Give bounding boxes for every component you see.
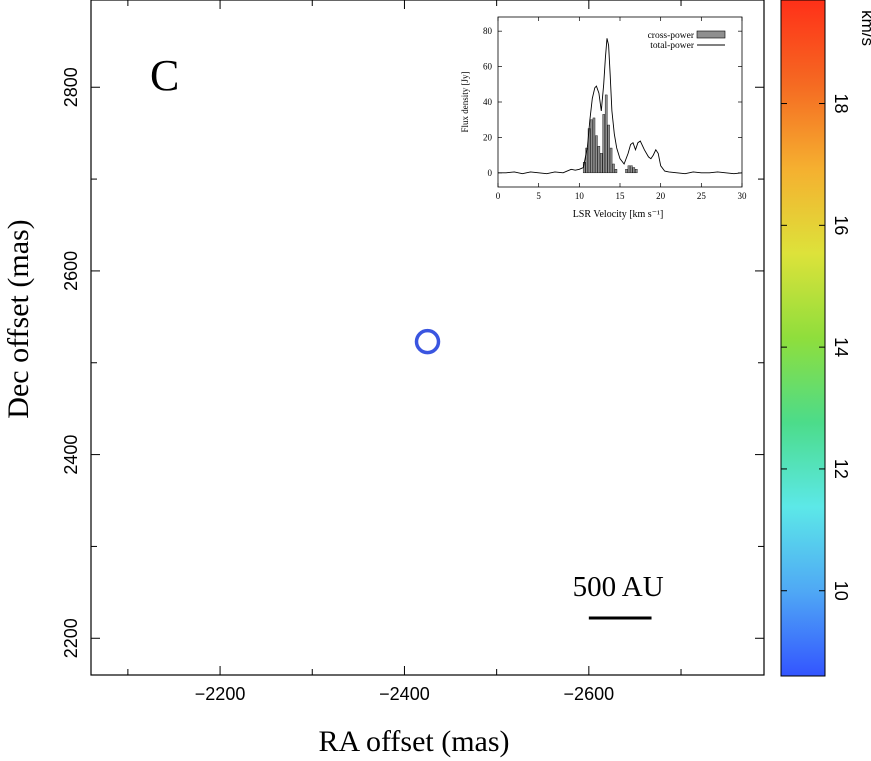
cross-power-bar (632, 167, 636, 174)
x-tick-label: −2200 (195, 684, 246, 704)
colorbar-tick-label: 16 (831, 215, 851, 235)
x-axis-title: RA offset (mas) (318, 725, 509, 758)
colorbar-tick-label: 10 (831, 581, 851, 601)
cross-power-bar (597, 146, 601, 174)
inset-x-tick-label: 15 (616, 191, 626, 201)
cross-power-bar (590, 119, 593, 174)
cross-power-bar (602, 114, 605, 174)
cross-power-bar (614, 169, 618, 174)
inset-y-tick-label: 0 (488, 168, 493, 178)
inset-spectrum: 0 5 10 15 20 25 30 0 20 40 60 80 LSR Velocity [km s… (460, 16, 747, 220)
y-axis-title: Dec offset (mas) (2, 219, 35, 418)
inset-x-title: LSR Velocity [km s⁻¹] (573, 209, 664, 220)
cross-power-bar (604, 94, 608, 174)
inset-x-tick-label: 0 (496, 191, 501, 201)
cross-power-bar (592, 117, 596, 174)
maser-points (414, 328, 441, 355)
inset-x-tick-label: 30 (738, 191, 748, 201)
x-tick-label: −2600 (564, 684, 615, 704)
x-tick-label: −2400 (379, 684, 430, 704)
inset-x-tick-label: 20 (656, 191, 666, 201)
main-tick-labels: −2200 −2400 −2600 2200 2400 2600 2800 (61, 67, 614, 704)
inset-ticks: 0 5 10 15 20 25 30 0 20 40 60 80 (483, 17, 747, 201)
scale-bar-label: 500 AU (573, 571, 664, 603)
y-tick-label: 2400 (61, 435, 81, 475)
y-tick-label: 2600 (61, 251, 81, 291)
cross-power-bar (635, 169, 638, 174)
colorbar (780, 0, 826, 677)
cross-power-bar (585, 147, 588, 174)
inset-x-tick-label: 5 (536, 191, 541, 201)
main-axis-ticks (91, 0, 764, 675)
cross-power-bar (600, 153, 603, 174)
inset-y-tick-label: 20 (483, 132, 493, 142)
colorbar-tick-label: 14 (831, 337, 851, 357)
legend-total-power: total-power (650, 41, 695, 51)
colorbar-label: km/s (858, 10, 871, 46)
legend-cross-power-swatch (696, 30, 726, 39)
cross-power-bar (607, 124, 610, 174)
plot-frame (90, 0, 765, 676)
cross-power-bars (582, 94, 638, 174)
inset-frame (497, 16, 743, 188)
cross-power-bar (625, 169, 628, 174)
inset-x-tick-label: 25 (697, 191, 707, 201)
colorbar-tick-label: 12 (831, 459, 851, 479)
cross-power-bar (627, 165, 631, 174)
cross-power-bar (612, 163, 615, 174)
cross-power-bar (630, 165, 633, 174)
y-tick-label: 2200 (61, 618, 81, 658)
cross-power-bar (595, 135, 598, 174)
colorbar-tick-label: 18 (831, 94, 851, 114)
total-power-line (498, 38, 743, 175)
inset-y-tick-label: 40 (483, 97, 493, 107)
y-tick-label: 2800 (61, 67, 81, 107)
colorbar-ticks: 10 12 14 16 18 (781, 94, 851, 601)
legend-cross-power: cross-power (648, 31, 695, 41)
maser-spot (414, 328, 441, 355)
inset-y-title: Flux density [Jy] (460, 71, 470, 132)
panel-label: C (150, 51, 179, 100)
inset-y-tick-label: 60 (483, 62, 493, 72)
cross-power-bar (609, 147, 613, 174)
inset-y-tick-label: 80 (483, 26, 493, 36)
inset-x-tick-label: 10 (575, 191, 585, 201)
